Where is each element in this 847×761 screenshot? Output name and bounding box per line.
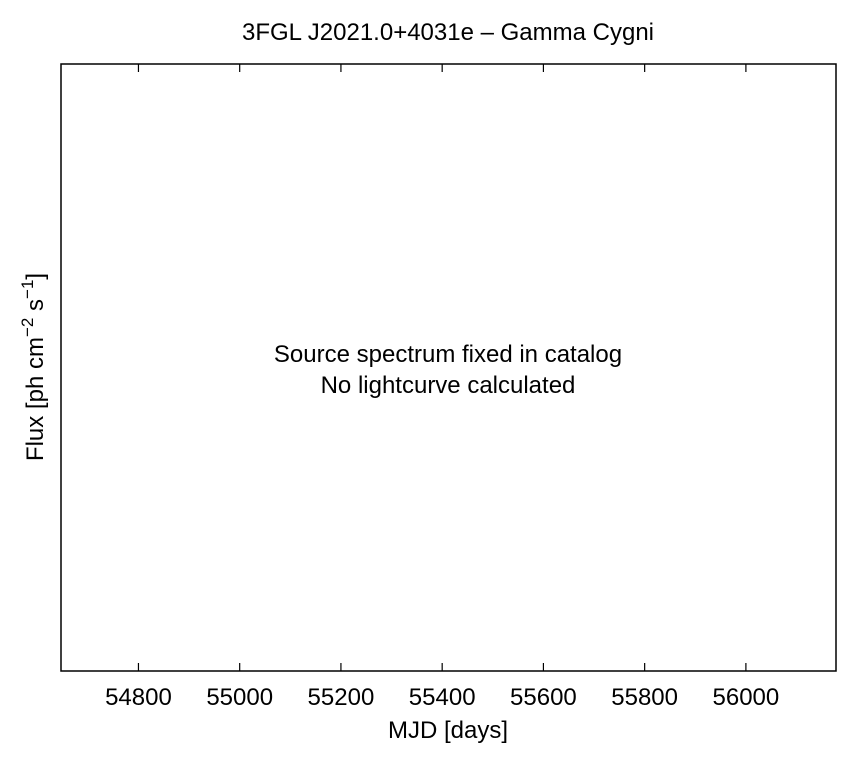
x-tick-label: 55000 (206, 684, 273, 711)
x-tick-label: 55800 (611, 684, 678, 711)
x-tick-label: 55400 (409, 684, 476, 711)
annotation-line-1: Source spectrum fixed in catalog (274, 341, 622, 368)
y-axis-label-exponent-2: −1 (18, 280, 37, 299)
y-axis-label: Flux [ph cm−2 s−1] (18, 273, 49, 461)
y-axis-label-end: ] (22, 273, 49, 280)
x-tick-label: 55200 (308, 684, 375, 711)
annotation-line-2: No lightcurve calculated (321, 372, 576, 399)
x-axis-tick-labels: 54800 55000 55200 55400 55600 55800 56000 (105, 684, 779, 711)
plot-area (60, 63, 837, 672)
chart-title: 3FGL J2021.0+4031e – Gamma Cygni (242, 19, 654, 46)
x-axis-label: MJD [days] (388, 717, 508, 744)
x-tick-label: 54800 (105, 684, 172, 711)
y-axis-label-mid: s (22, 299, 49, 318)
y-axis-label-main: Flux [ph cm (22, 337, 49, 461)
y-axis-label-exponent-1: −2 (18, 318, 37, 337)
x-axis-ticks (137, 64, 747, 671)
x-tick-label: 56000 (713, 684, 780, 711)
x-tick-label: 55600 (510, 684, 577, 711)
